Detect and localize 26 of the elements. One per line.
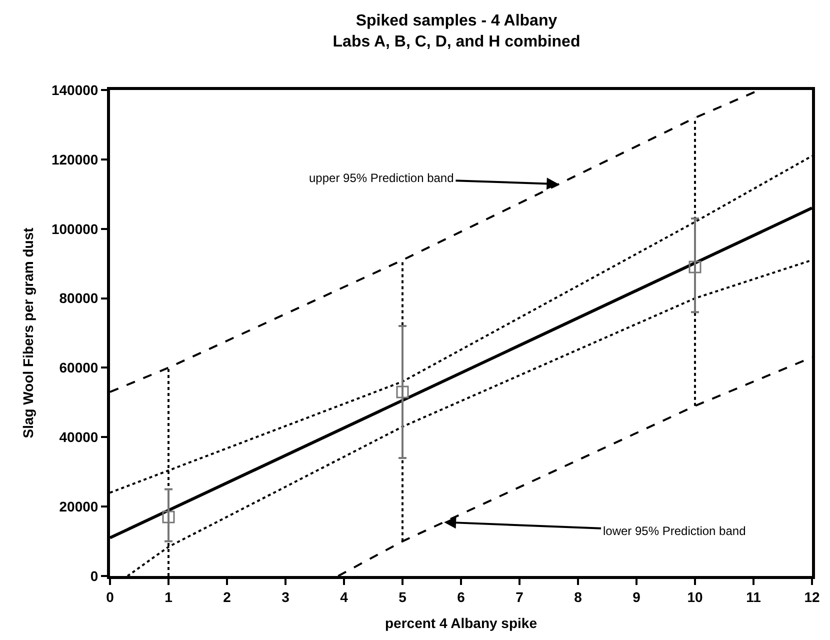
x-tick-label: 5 — [398, 588, 407, 605]
y-tick-label: 60000 — [59, 360, 98, 376]
x-tick-label: 10 — [687, 588, 703, 605]
y-tick-label: 140000 — [51, 82, 98, 98]
annotation: lower 95% Prediction band — [603, 524, 746, 538]
chart-title: Spiked samples - 4 Albany Labs A, B, C, D, and H combined — [332, 12, 580, 50]
x-tick-label: 1 — [164, 588, 173, 605]
x-tick-label: 11 — [746, 588, 762, 605]
y-tick-label: 80000 — [59, 290, 98, 306]
x-tick-label: 12 — [804, 588, 820, 605]
x-tick-label: 7 — [516, 588, 524, 605]
y-axis-title: Slag Wool Fibers per gram dust — [20, 227, 36, 438]
y-tick-label: 20000 — [59, 498, 98, 514]
y-tick-label: 0 — [90, 568, 98, 584]
x-tick-label: 9 — [632, 588, 641, 605]
x-tick-label: 0 — [106, 588, 114, 605]
y-tick-label: 120000 — [51, 151, 98, 168]
x-axis-title: percent 4 Albany spike — [385, 615, 538, 632]
x-tick-label: 3 — [282, 588, 290, 605]
x-tick-label: 2 — [223, 588, 232, 605]
x-tick-label: 8 — [574, 588, 582, 605]
x-tick-label: 4 — [340, 588, 348, 605]
y-tick-label: 100000 — [51, 220, 98, 237]
x-tick-label: 6 — [457, 588, 466, 605]
annotation: upper 95% Prediction band — [309, 171, 454, 185]
y-tick-label: 40000 — [59, 429, 98, 446]
